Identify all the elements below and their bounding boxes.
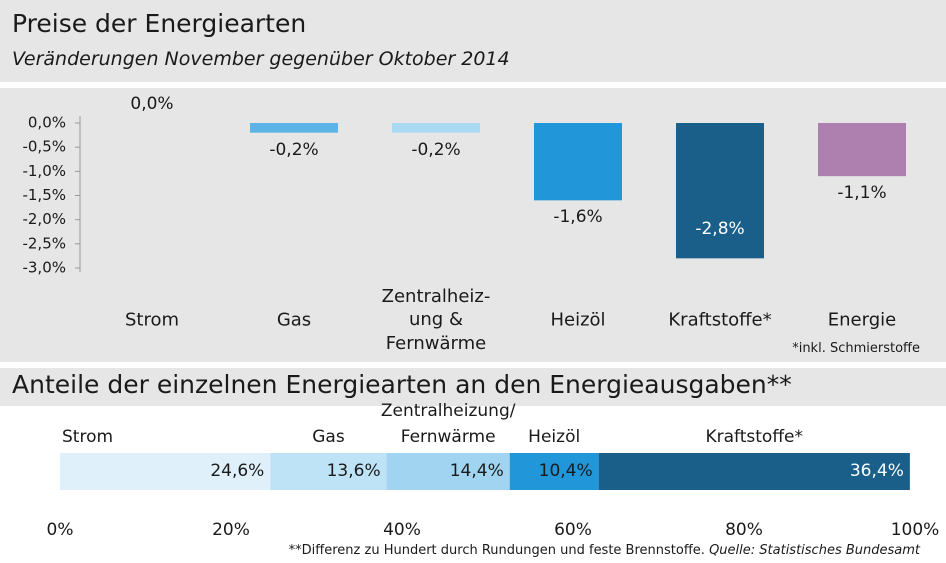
x-tick-label: Gas	[276, 309, 312, 331]
bar	[250, 123, 338, 133]
value-label: 14,4%	[449, 460, 504, 481]
y-tick-label: -2,0%	[22, 210, 66, 228]
chart-subtitle: Veränderungen November gegenüber Oktober…	[12, 48, 510, 70]
legend-label: Heizöl	[528, 426, 581, 447]
bar	[392, 123, 480, 133]
x-tick-label: Heizöl	[550, 309, 606, 331]
bar-segment	[509, 453, 599, 490]
value-label: -1,1%	[837, 183, 887, 204]
title-panel	[0, 0, 946, 82]
value-label: 0,0%	[130, 94, 174, 114]
y-tick-label: -3,0%	[22, 259, 66, 277]
note-text: **Differenz zu Hundert durch Rundungen u…	[288, 543, 705, 558]
x-tick-label: 100%	[891, 520, 940, 540]
bar	[676, 123, 764, 259]
value-label: -0,2%	[269, 139, 319, 160]
value-label: -2,8%	[695, 219, 745, 240]
title-panel	[0, 368, 946, 406]
x-tick-label: 0%	[47, 520, 74, 540]
y-tick-label: -0,5%	[22, 138, 66, 156]
note: **Differenz zu Hundert durch Rundungen u…	[289, 542, 920, 560]
value-label: 24,6%	[210, 460, 265, 481]
bar-segment	[386, 453, 510, 490]
y-tick-label: -1,5%	[22, 186, 66, 204]
bar-segment	[270, 453, 387, 490]
bar-segment	[598, 453, 910, 490]
bar	[534, 123, 622, 201]
x-tick-label: 20%	[212, 520, 250, 540]
note: *inkl. Schmierstoffe	[792, 341, 920, 356]
legend-label: Gas	[312, 426, 345, 447]
legend-label: Kraftstoffe*	[705, 426, 804, 447]
x-tick-label: 40%	[383, 520, 421, 540]
value-label: -0,2%	[411, 139, 461, 160]
legend-label: Zentralheizung/ Fernwärme	[380, 401, 516, 447]
y-tick-label: -2,5%	[22, 234, 66, 252]
x-tick-label: 60%	[554, 520, 592, 540]
source: Quelle: Statistisches Bundesamt	[709, 543, 920, 558]
value-label: -1,6%	[553, 207, 603, 228]
legend-label: Strom	[62, 426, 114, 447]
bar	[818, 123, 906, 177]
value-label: 13,6%	[326, 460, 381, 481]
bar-segment	[60, 453, 271, 490]
y-tick-label: 0,0%	[28, 114, 66, 132]
x-tick-label: Strom	[124, 309, 180, 331]
y-tick-label: -1,0%	[22, 162, 66, 180]
x-tick-label: 80%	[725, 520, 763, 540]
x-tick-label: Energie	[827, 309, 897, 331]
x-tick-label: Zentralheiz- ung & Fernwärme	[381, 285, 491, 354]
chart-title: Anteile der einzelnen Energiearten an de…	[12, 370, 792, 399]
chart-title: Preise der Energiearten	[12, 9, 307, 38]
x-tick-label: Kraftstoffe*	[668, 309, 772, 331]
chart-panel	[0, 88, 946, 362]
value-label: 10,4%	[538, 460, 593, 481]
value-label: 36,4%	[849, 460, 904, 481]
